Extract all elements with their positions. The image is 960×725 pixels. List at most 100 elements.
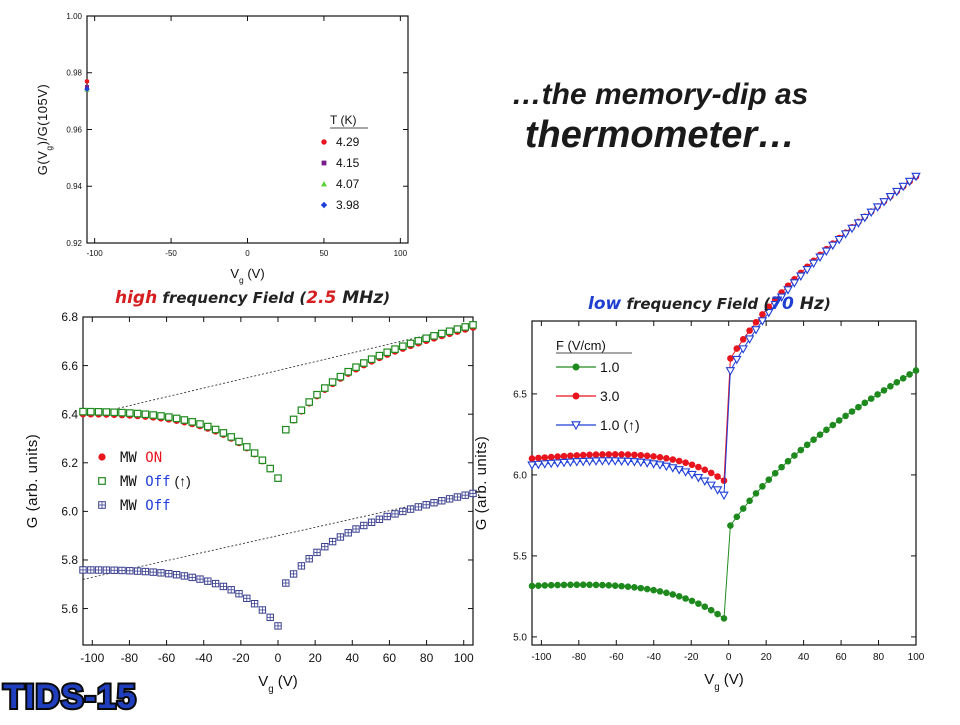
data-point — [605, 582, 613, 589]
data-point — [650, 453, 657, 460]
data-point — [86, 407, 95, 416]
data-point — [94, 566, 103, 574]
data-point — [727, 522, 734, 529]
x-tick-label: -60 — [609, 652, 624, 663]
caption-high-unit: MHz — [336, 288, 384, 308]
data-point — [739, 505, 747, 512]
legend-marker — [320, 201, 328, 209]
data-point — [541, 454, 549, 461]
data-point — [360, 359, 368, 367]
data-point — [700, 477, 710, 486]
plot-frame — [531, 320, 917, 646]
data-point — [707, 606, 715, 614]
data-point — [631, 451, 638, 459]
title-line-2: thermometer… — [524, 114, 796, 156]
x-tick-label: -20 — [684, 652, 699, 663]
y-tick-label: 6.8 — [61, 310, 78, 324]
data-point — [289, 570, 298, 578]
x-tick-label: -100 — [87, 249, 104, 258]
data-point — [391, 510, 399, 518]
data-point — [796, 272, 806, 281]
data-point — [738, 345, 748, 354]
data-point — [637, 584, 645, 592]
x-tick-label: -40 — [195, 651, 213, 665]
data-point — [438, 497, 446, 505]
data-point — [211, 425, 220, 434]
data-point — [535, 582, 542, 589]
data-point — [776, 293, 787, 302]
data-point — [573, 452, 581, 459]
series-3 — [79, 489, 477, 630]
data-point — [126, 567, 134, 575]
data-point — [367, 355, 376, 363]
data-point — [751, 326, 761, 335]
data-point — [375, 515, 384, 523]
caption-high-frequency: high frequency Field (2.5 MHz) — [115, 288, 390, 308]
data-point — [893, 378, 901, 386]
data-point — [157, 412, 165, 420]
legend-label: 1.0 (↑) — [600, 417, 640, 433]
x-tick-label: -50 — [165, 249, 177, 258]
caption-low-word: low — [588, 294, 622, 314]
data-point — [94, 408, 103, 416]
data-point — [719, 491, 729, 501]
data-point — [669, 456, 677, 463]
data-point — [125, 409, 134, 417]
data-point — [554, 581, 561, 589]
data-point — [764, 308, 774, 318]
x-axis-label: Vg (V) — [230, 266, 264, 285]
data-point — [383, 348, 392, 357]
y-tick-label: 1.00 — [66, 12, 82, 21]
data-point — [599, 451, 606, 458]
data-point — [243, 443, 251, 451]
legend-marker — [572, 363, 580, 371]
data-point — [305, 398, 314, 406]
chart-3: -100 -80 -60 -40 -20 0 20 40 60 80 100 5.0 5.5 6.0 6.5… — [473, 172, 925, 693]
data-point — [305, 555, 313, 563]
legend-label: MW ON — [120, 450, 162, 466]
data-point — [739, 336, 747, 343]
x-tick-label: 40 — [346, 651, 360, 665]
data-point — [904, 177, 915, 187]
guide-line — [82, 323, 474, 418]
data-point — [623, 457, 633, 467]
y-tick-label: 5.5 — [513, 551, 527, 562]
data-point — [586, 581, 593, 589]
data-point — [823, 426, 830, 434]
data-point — [661, 462, 672, 472]
x-tick-label: -80 — [121, 651, 139, 665]
legend-label: 3.98 — [336, 198, 360, 212]
data-point — [414, 336, 423, 345]
data-point — [79, 566, 87, 574]
data-point — [172, 414, 181, 423]
x-tick-label: 100 — [908, 652, 925, 663]
data-point — [675, 457, 683, 465]
x-tick-label: 0 — [245, 249, 250, 258]
data-point — [847, 224, 857, 234]
data-point — [695, 463, 702, 471]
data-point — [880, 387, 888, 394]
data-point — [821, 247, 832, 257]
data-point — [861, 399, 869, 407]
data-point — [533, 460, 544, 470]
caption-low-unit: Hz — [793, 294, 824, 314]
x-tick-label: -100 — [531, 652, 551, 663]
legend-label: MW Off — [120, 498, 171, 514]
data-point — [344, 529, 352, 537]
data-point — [149, 568, 157, 576]
data-point — [578, 457, 588, 467]
x-tick-label: 20 — [761, 652, 773, 663]
data-point — [274, 622, 282, 630]
data-point — [911, 172, 921, 182]
data-point — [887, 383, 894, 390]
data-point — [637, 451, 645, 459]
data-point — [791, 452, 798, 459]
data-point — [701, 466, 709, 474]
data-point — [848, 408, 856, 415]
data-point — [258, 606, 267, 614]
data-point — [842, 412, 849, 420]
data-point — [430, 332, 438, 340]
y-tick-label: 6.0 — [513, 470, 527, 481]
data-point — [560, 581, 568, 589]
